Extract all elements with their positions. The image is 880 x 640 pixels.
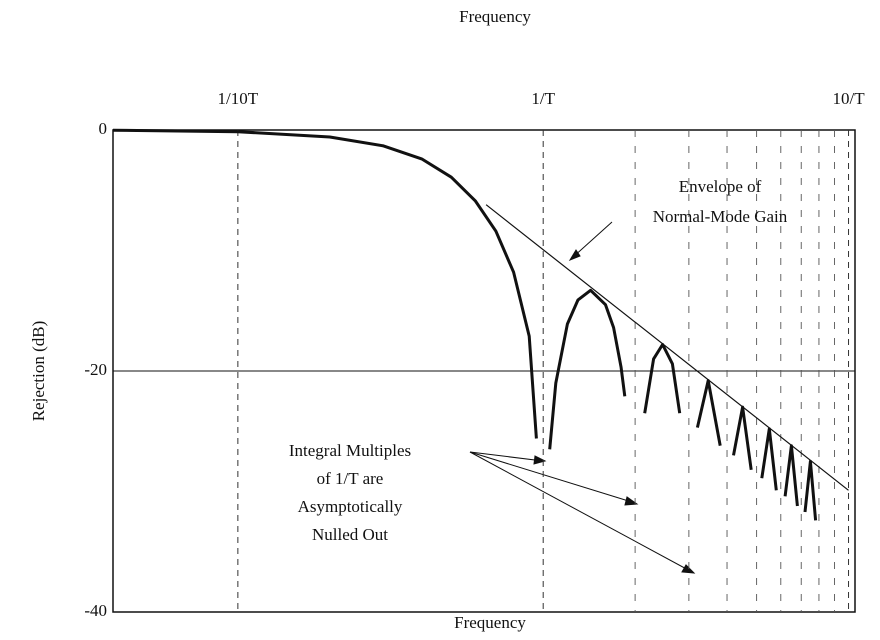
arrows	[470, 222, 694, 573]
chart: Frequency Frequency Rejection (dB) 0 -20 -…	[0, 0, 880, 640]
page: Frequency Frequency Rejection (dB) 0 -20 -…	[0, 0, 880, 640]
annotation: Integral Multiples	[289, 441, 411, 460]
y-tick-label: -40	[84, 601, 107, 620]
y-tick-label: 0	[99, 119, 108, 138]
annotation: Envelope of	[679, 177, 762, 196]
envelope-line	[486, 205, 848, 491]
arrow	[470, 452, 635, 503]
x-tick-label: 1/10T	[218, 89, 259, 108]
annotation: Normal-Mode Gain	[653, 207, 788, 226]
arrow-head	[682, 565, 694, 573]
y-tick-label: -20	[84, 360, 107, 379]
x-tick-label: 10/T	[832, 89, 865, 108]
annotation: of 1/T are	[317, 469, 384, 488]
annotation: Nulled Out	[312, 525, 388, 544]
arrow	[470, 452, 543, 461]
y-axis-label: Rejection (dB)	[29, 321, 48, 422]
x-axis-label: Frequency	[454, 613, 526, 632]
x-tick-label: 1/T	[531, 89, 555, 108]
arrow	[470, 452, 692, 572]
chart-title: Frequency	[459, 7, 531, 26]
annotation: Asymptotically	[298, 497, 403, 516]
